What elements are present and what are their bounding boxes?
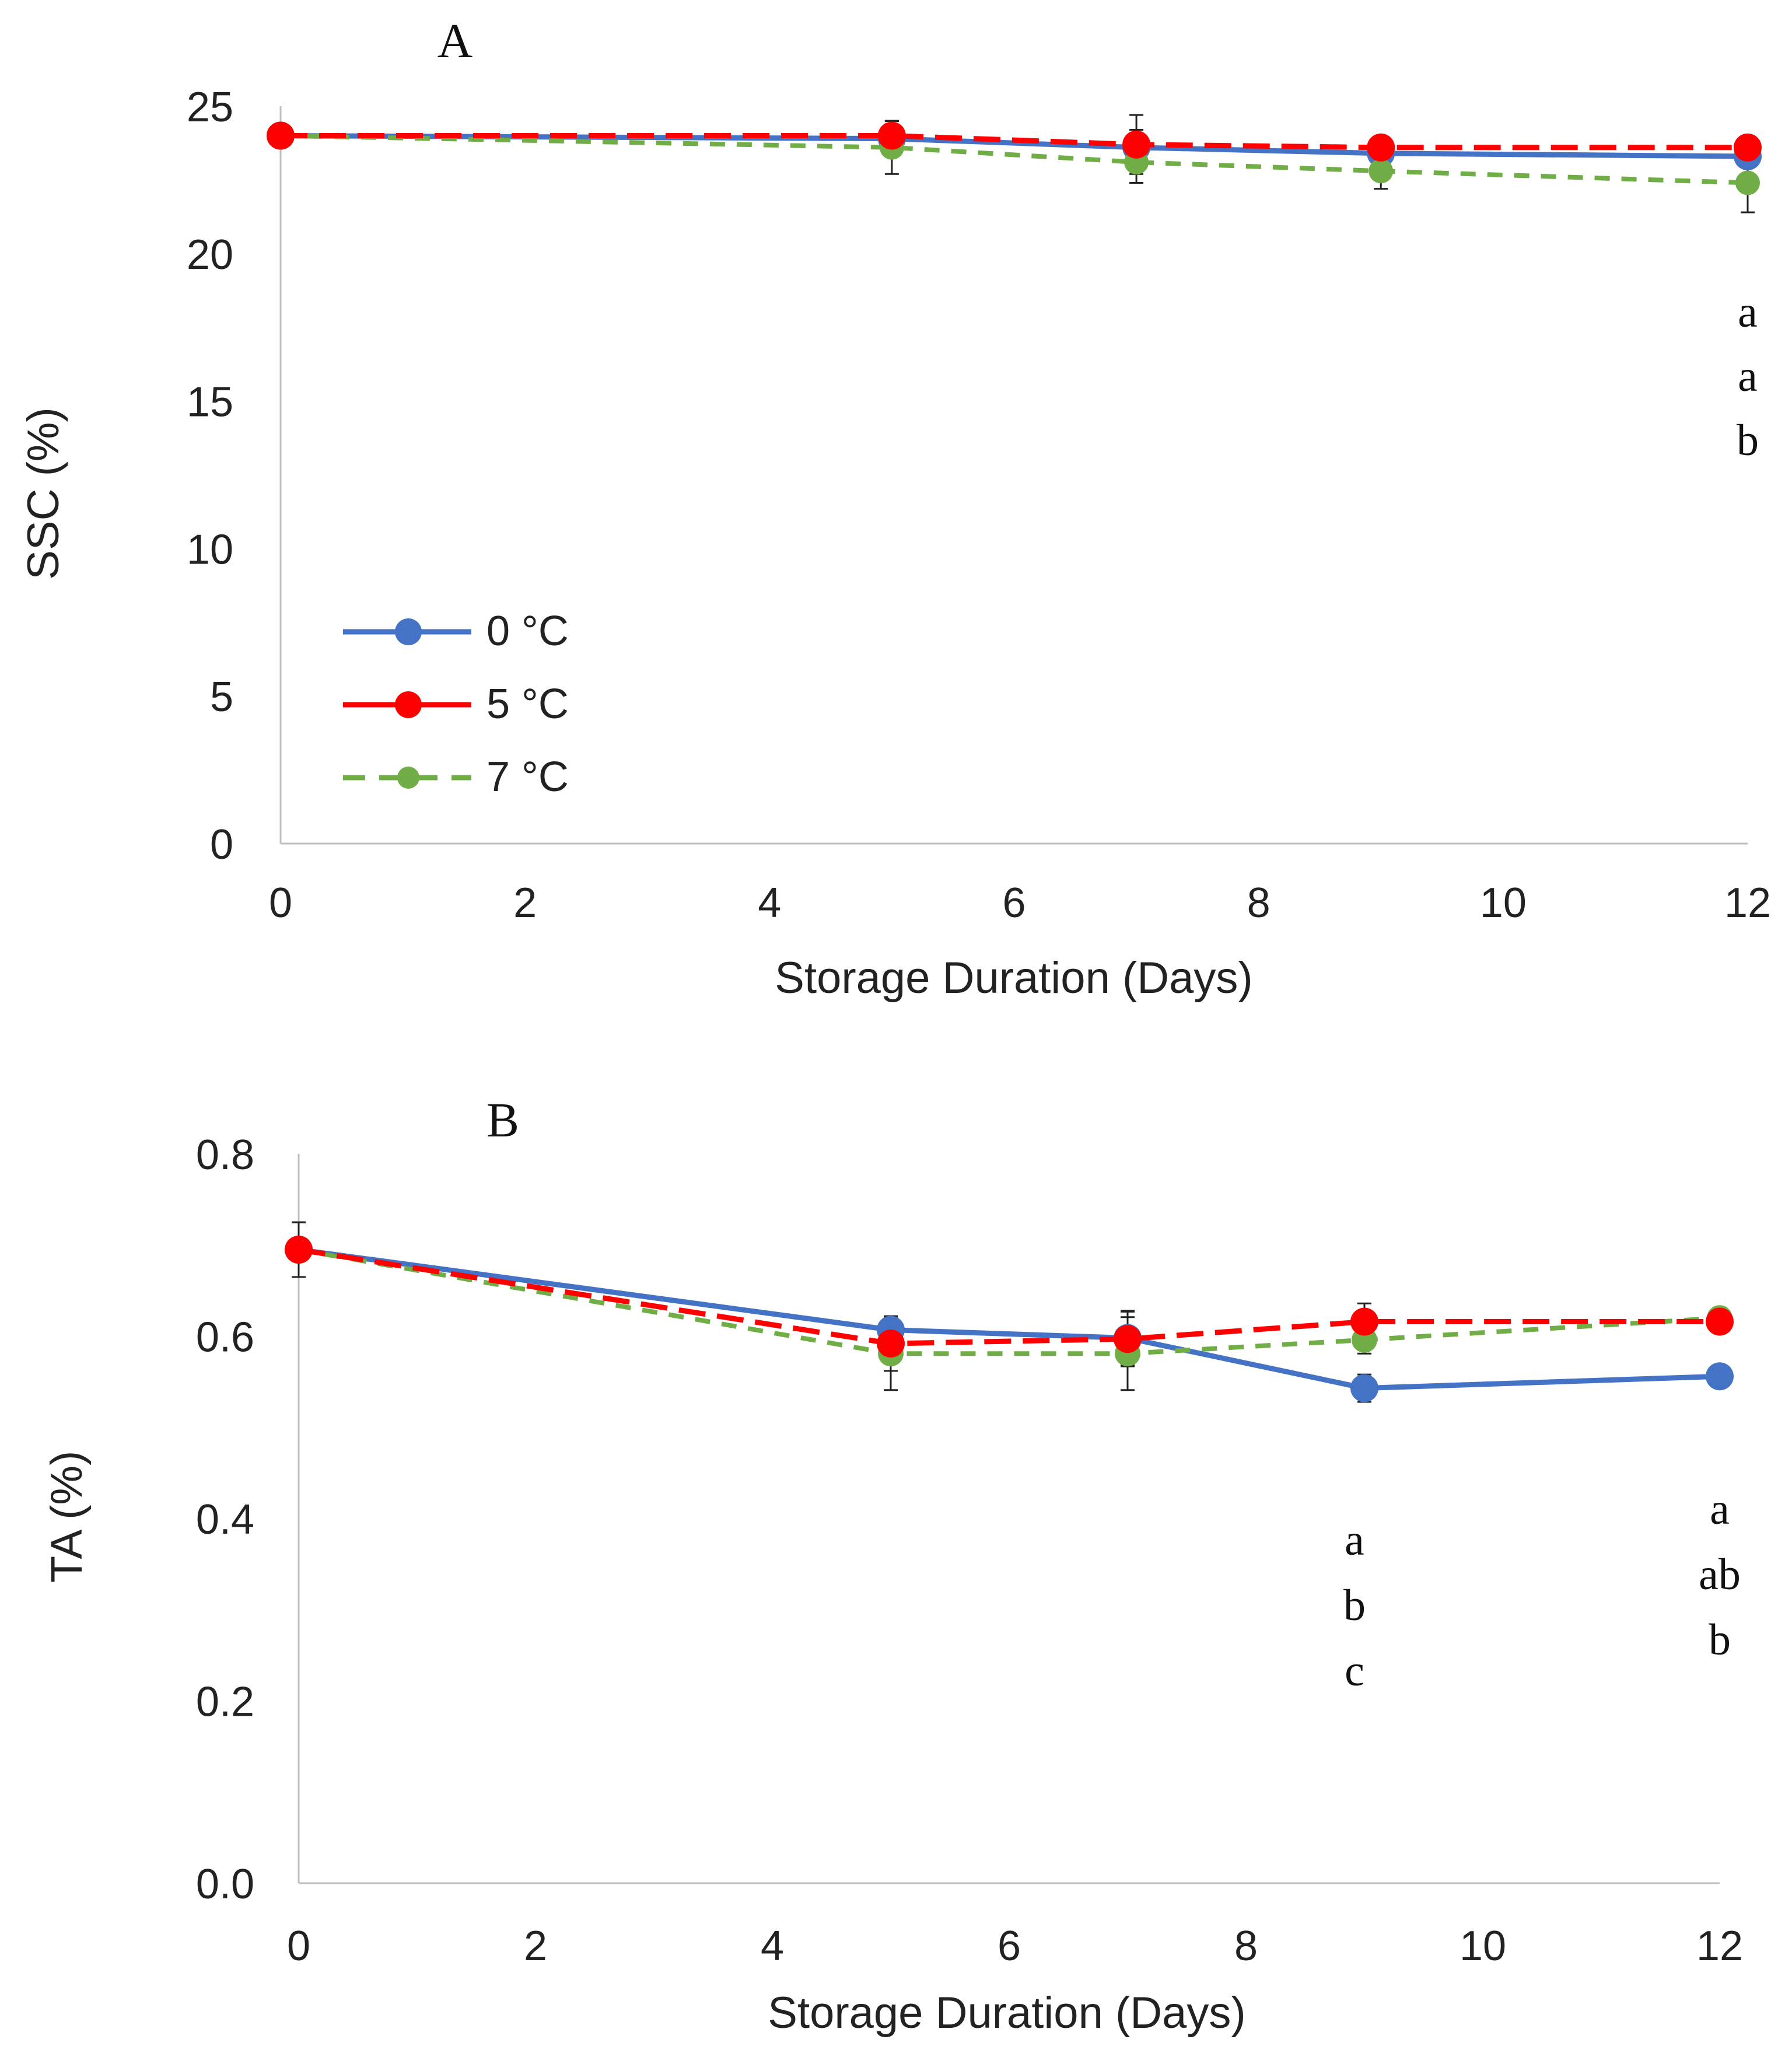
x-tick-label: 6 (998, 1923, 1021, 1969)
panel-b-significance-letters: a b c a ab b (1343, 1485, 1741, 1695)
annotation-group: a b c (1343, 1516, 1366, 1695)
annotation-group: a a b (1737, 288, 1759, 465)
x-tick-label: 12 (1724, 880, 1771, 926)
x-tick-label: 0 (287, 1923, 310, 1969)
series-line-7c (280, 133, 1748, 186)
legend-label-5c: 5 °C (487, 681, 569, 727)
data-point (1367, 133, 1395, 162)
legend-label-7c: 7 °C (487, 754, 569, 800)
y-tick-label: 0 (210, 821, 233, 868)
significance-letter: b (1343, 1581, 1366, 1630)
significance-letter: a (1738, 288, 1758, 337)
data-point (1350, 1374, 1378, 1402)
x-tick-label: 4 (758, 880, 781, 926)
y-tick-label: 0.0 (196, 1861, 254, 1908)
data-point (1706, 1362, 1734, 1391)
data-point (1122, 130, 1151, 159)
series-line-5c (298, 1247, 1720, 1346)
significance-letter: b (1709, 1615, 1731, 1664)
x-tick-label: 2 (513, 880, 537, 926)
panel-a-y-axis-title: SSC (%) (19, 407, 68, 580)
significance-letter: a (1710, 1485, 1730, 1534)
legend-marker-7c (397, 767, 419, 789)
significance-letter: c (1345, 1646, 1364, 1695)
y-tick-label: 5 (210, 674, 233, 720)
data-point (1350, 1307, 1378, 1336)
legend-entry-7c: 7 °C (343, 754, 569, 800)
x-tick-label: 2 (524, 1923, 547, 1969)
data-point (1368, 159, 1394, 184)
panel-b-label: B (487, 1093, 519, 1148)
y-tick-label: 20 (187, 232, 233, 278)
significance-letter: a (1738, 352, 1758, 401)
data-point (1735, 170, 1760, 195)
panel-b-y-tick-labels: 0.0 0.2 0.4 0.6 0.8 (196, 1132, 254, 1908)
y-tick-label: 0.2 (196, 1679, 254, 1726)
y-tick-label: 0.4 (196, 1496, 254, 1543)
panel-a-significance-letters: a a b (1737, 288, 1759, 465)
significance-letter: ab (1699, 1550, 1741, 1599)
panel-b-x-tick-labels: 0 2 4 6 8 10 12 (287, 1923, 1743, 1969)
significance-letter: a (1345, 1516, 1364, 1565)
y-tick-label: 25 (187, 84, 233, 131)
x-tick-label: 4 (761, 1923, 784, 1969)
panel-b-x-axis-title: Storage Duration (Days) (768, 1988, 1245, 2038)
panel-b: B 0.0 0.2 0.4 0.6 0.8 0 2 4 6 8 10 12 St… (42, 1093, 1743, 2038)
legend-marker-0c (395, 618, 422, 645)
series-line-7c (298, 1247, 1720, 1356)
data-point (877, 1330, 905, 1358)
x-tick-label: 8 (1247, 880, 1270, 926)
x-tick-label: 8 (1234, 1923, 1258, 1969)
panel-a-legend: 0 °C 5 °C 7 °C (343, 608, 569, 800)
y-tick-label: 15 (187, 379, 233, 426)
panel-b-plot-area (285, 1221, 1734, 1403)
data-point (1114, 1325, 1142, 1353)
annotation-group: a ab b (1699, 1485, 1741, 1664)
panel-a-y-tick-labels: 0 5 10 15 20 25 (187, 84, 233, 868)
legend-label-0c: 0 °C (487, 608, 569, 655)
legend-marker-5c (395, 691, 422, 718)
data-point (285, 1236, 313, 1264)
significance-letter: b (1737, 416, 1759, 465)
x-tick-label: 10 (1460, 1923, 1506, 1969)
legend-entry-0c: 0 °C (343, 608, 569, 655)
panel-a-plot-area (267, 114, 1762, 214)
x-tick-label: 10 (1480, 880, 1527, 926)
panel-a-x-tick-labels: 0 2 4 6 8 10 12 (269, 880, 1771, 926)
y-tick-label: 10 (187, 526, 233, 573)
data-point (267, 121, 295, 150)
panel-a: A 0 5 10 15 20 25 0 2 4 6 8 10 12 Storag… (19, 14, 1771, 1003)
panel-b-y-axis-title: TA (%) (42, 1451, 92, 1583)
data-point (1706, 1307, 1734, 1336)
panel-a-label: A (438, 14, 473, 68)
panel-a-x-axis-title: Storage Duration (Days) (775, 953, 1252, 1003)
x-tick-label: 0 (269, 880, 292, 926)
x-tick-label: 6 (1002, 880, 1026, 926)
legend-entry-5c: 5 °C (343, 681, 569, 727)
data-point (1734, 133, 1762, 162)
x-tick-label: 12 (1696, 1923, 1743, 1969)
y-tick-label: 0.8 (196, 1132, 254, 1178)
series-line-0c (298, 1247, 1720, 1391)
y-tick-label: 0.6 (196, 1314, 254, 1361)
data-point (877, 121, 906, 150)
